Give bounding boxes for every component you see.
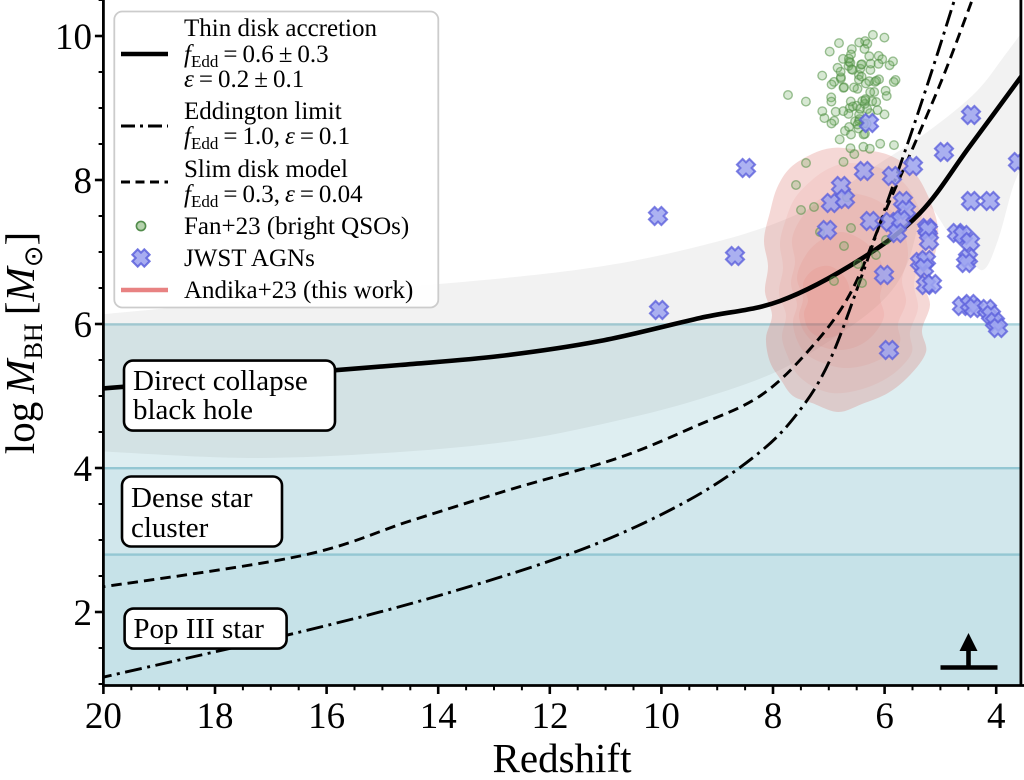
svg-text:14: 14 (420, 696, 457, 737)
svg-text:12: 12 (532, 696, 569, 737)
svg-text:fEdd = 1.0, ε = 0.1: fEdd = 1.0, ε = 0.1 (184, 123, 350, 153)
svg-text:18: 18 (197, 696, 234, 737)
svg-text:black hole: black hole (133, 394, 253, 426)
svg-text:Pop III star: Pop III star (133, 613, 264, 645)
svg-text:Eddington limit: Eddington limit (184, 98, 342, 125)
svg-text:6: 6 (875, 696, 894, 737)
svg-text:ε = 0.2 ± 0.1: ε = 0.2 ± 0.1 (184, 66, 304, 93)
svg-text:4: 4 (987, 696, 1006, 737)
svg-text:Dense star: Dense star (131, 482, 253, 514)
svg-text:Thin disk accretion: Thin disk accretion (184, 15, 377, 42)
svg-text:Direct collapse: Direct collapse (133, 365, 308, 397)
svg-text:10: 10 (55, 17, 92, 58)
svg-text:cluster: cluster (131, 512, 209, 544)
svg-text:4: 4 (74, 449, 93, 490)
svg-text:fEdd = 0.3, ε = 0.04: fEdd = 0.3, ε = 0.04 (184, 181, 363, 211)
svg-text:Redshift: Redshift (493, 735, 633, 780)
svg-text:JWST AGNs: JWST AGNs (184, 245, 315, 272)
svg-text:8: 8 (764, 696, 783, 737)
svg-text:Slim disk model: Slim disk model (184, 156, 348, 183)
svg-text:16: 16 (308, 696, 345, 737)
svg-text:8: 8 (74, 161, 93, 202)
svg-text:Fan+23 (bright QSOs): Fan+23 (bright QSOs) (184, 213, 409, 240)
svg-text:6: 6 (74, 305, 93, 346)
svg-text:fEdd = 0.6 ± 0.3: fEdd = 0.6 ± 0.3 (184, 41, 329, 71)
svg-text:20: 20 (85, 696, 122, 737)
svg-text:log MBH [M⊙]: log MBH [M⊙] (0, 232, 48, 454)
svg-text:Andika+23 (this work): Andika+23 (this work) (184, 277, 413, 304)
svg-text:2: 2 (74, 593, 93, 634)
svg-text:10: 10 (643, 696, 680, 737)
